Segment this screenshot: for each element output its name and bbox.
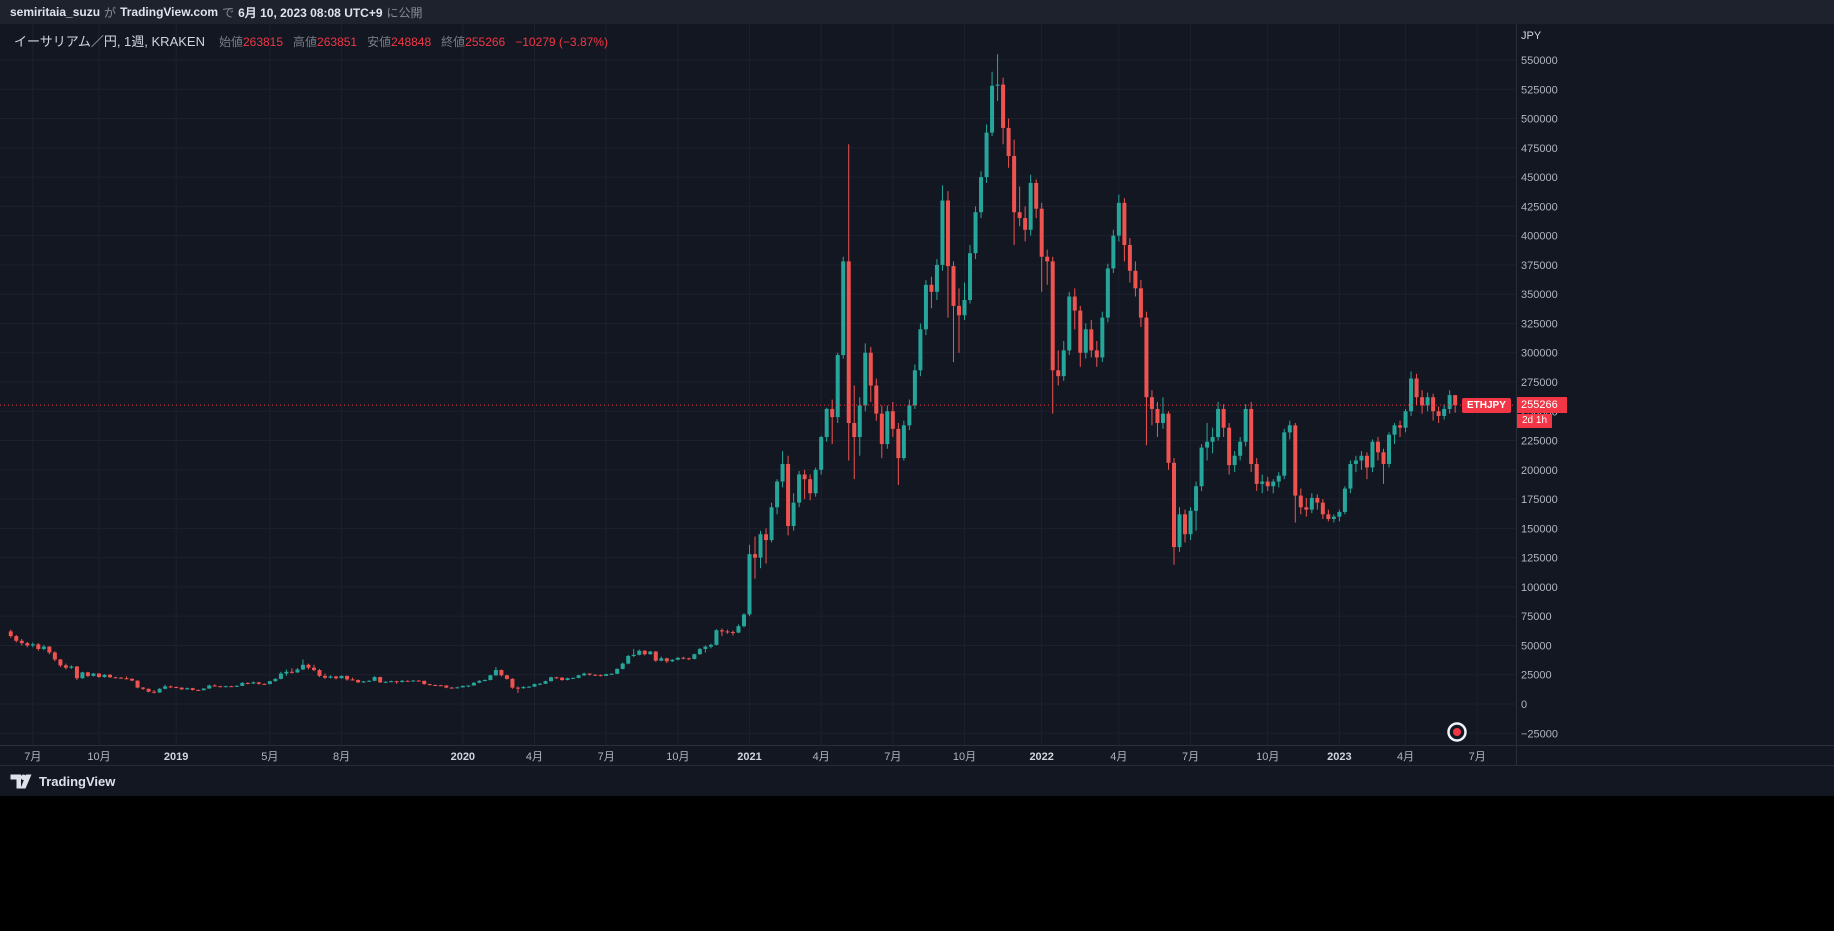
svg-text:2020: 2020 bbox=[451, 751, 475, 763]
bar-countdown-badge: 2d 1h bbox=[1517, 414, 1553, 428]
svg-text:525000: 525000 bbox=[1521, 84, 1558, 96]
svg-text:7月: 7月 bbox=[1469, 751, 1486, 763]
share-header: semiritaia_suzu が TradingView.com で 6月 1… bbox=[0, 0, 1834, 24]
svg-text:100000: 100000 bbox=[1521, 582, 1558, 594]
svg-text:400000: 400000 bbox=[1521, 231, 1558, 243]
svg-text:500000: 500000 bbox=[1521, 114, 1558, 126]
price-scale[interactable] bbox=[1517, 24, 1834, 745]
letterbox bbox=[0, 796, 1834, 931]
svg-text:0: 0 bbox=[1521, 699, 1527, 711]
publish-suffix: に公開 bbox=[386, 5, 423, 20]
site-link[interactable]: TradingView.com bbox=[120, 5, 219, 19]
svg-text:350000: 350000 bbox=[1521, 289, 1558, 301]
svg-text:150000: 150000 bbox=[1521, 523, 1558, 535]
chart-canvas[interactable]: −25000 0 25000 50000 75000 100000 125000 150000… bbox=[0, 24, 1834, 765]
svg-text:8月: 8月 bbox=[333, 751, 350, 763]
svg-text:4月: 4月 bbox=[526, 751, 543, 763]
svg-text:2021: 2021 bbox=[737, 751, 761, 763]
last-price-badge: 255266 bbox=[1517, 397, 1567, 413]
candlestick-chart[interactable]: −25000 0 25000 50000 75000 100000 125000 150000… bbox=[0, 24, 1834, 765]
svg-text:275000: 275000 bbox=[1521, 377, 1558, 389]
svg-text:475000: 475000 bbox=[1521, 143, 1558, 155]
svg-text:2022: 2022 bbox=[1029, 751, 1053, 763]
currency-label: JPY bbox=[1521, 30, 1542, 42]
svg-text:4月: 4月 bbox=[813, 751, 830, 763]
svg-text:10月: 10月 bbox=[953, 751, 976, 763]
svg-text:225000: 225000 bbox=[1521, 436, 1558, 448]
svg-text:425000: 425000 bbox=[1521, 201, 1558, 213]
svg-text:550000: 550000 bbox=[1521, 55, 1558, 67]
record-indicator-icon bbox=[1443, 718, 1471, 746]
svg-text:4月: 4月 bbox=[1110, 751, 1127, 763]
bottom-toolbar: TradingView bbox=[0, 765, 1834, 796]
svg-text:10月: 10月 bbox=[87, 751, 110, 763]
symbol-price-flag: ETHJPY bbox=[1462, 398, 1511, 413]
svg-text:200000: 200000 bbox=[1521, 465, 1558, 477]
svg-text:10月: 10月 bbox=[666, 751, 689, 763]
svg-text:7月: 7月 bbox=[24, 751, 41, 763]
svg-text:−25000: −25000 bbox=[1521, 728, 1558, 740]
svg-text:5月: 5月 bbox=[261, 751, 278, 763]
svg-text:2019: 2019 bbox=[164, 751, 188, 763]
svg-text:7月: 7月 bbox=[884, 751, 901, 763]
svg-text:25000: 25000 bbox=[1521, 670, 1552, 682]
svg-text:175000: 175000 bbox=[1521, 494, 1558, 506]
svg-text:325000: 325000 bbox=[1521, 318, 1558, 330]
svg-text:2023: 2023 bbox=[1327, 751, 1351, 763]
tradingview-logo-link[interactable]: TradingView bbox=[10, 774, 115, 789]
svg-text:50000: 50000 bbox=[1521, 640, 1552, 652]
time-scale[interactable] bbox=[0, 746, 1516, 765]
svg-text:7月: 7月 bbox=[1182, 751, 1199, 763]
svg-text:300000: 300000 bbox=[1521, 348, 1558, 360]
svg-text:10月: 10月 bbox=[1256, 751, 1279, 763]
svg-text:4月: 4月 bbox=[1397, 751, 1414, 763]
svg-text:125000: 125000 bbox=[1521, 553, 1558, 565]
tradingview-wordmark: TradingView bbox=[39, 773, 116, 789]
particle: で bbox=[222, 5, 235, 20]
particle: が bbox=[104, 5, 117, 20]
svg-text:75000: 75000 bbox=[1521, 611, 1552, 623]
svg-text:450000: 450000 bbox=[1521, 172, 1558, 184]
svg-text:7月: 7月 bbox=[598, 751, 615, 763]
svg-text:375000: 375000 bbox=[1521, 260, 1558, 272]
tradingview-logo-icon bbox=[10, 774, 32, 788]
username-link[interactable]: semiritaia_suzu bbox=[10, 5, 101, 19]
publish-datetime: 6月 10, 2023 08:08 UTC+9 bbox=[238, 5, 383, 20]
